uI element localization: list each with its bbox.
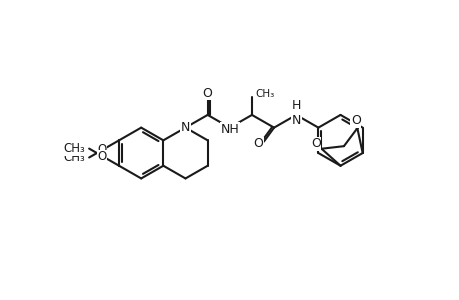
Text: NH: NH (220, 123, 239, 136)
Text: O: O (310, 137, 320, 150)
Text: O: O (97, 143, 106, 156)
Text: O: O (253, 137, 263, 150)
Text: CH₃: CH₃ (63, 151, 85, 164)
Text: CH₃: CH₃ (255, 89, 274, 99)
Text: O: O (97, 150, 106, 164)
Text: O: O (350, 114, 360, 127)
Text: CH₃: CH₃ (63, 142, 85, 155)
Text: N: N (180, 121, 190, 134)
Text: H
N: H N (291, 99, 300, 127)
Text: O: O (202, 86, 212, 100)
